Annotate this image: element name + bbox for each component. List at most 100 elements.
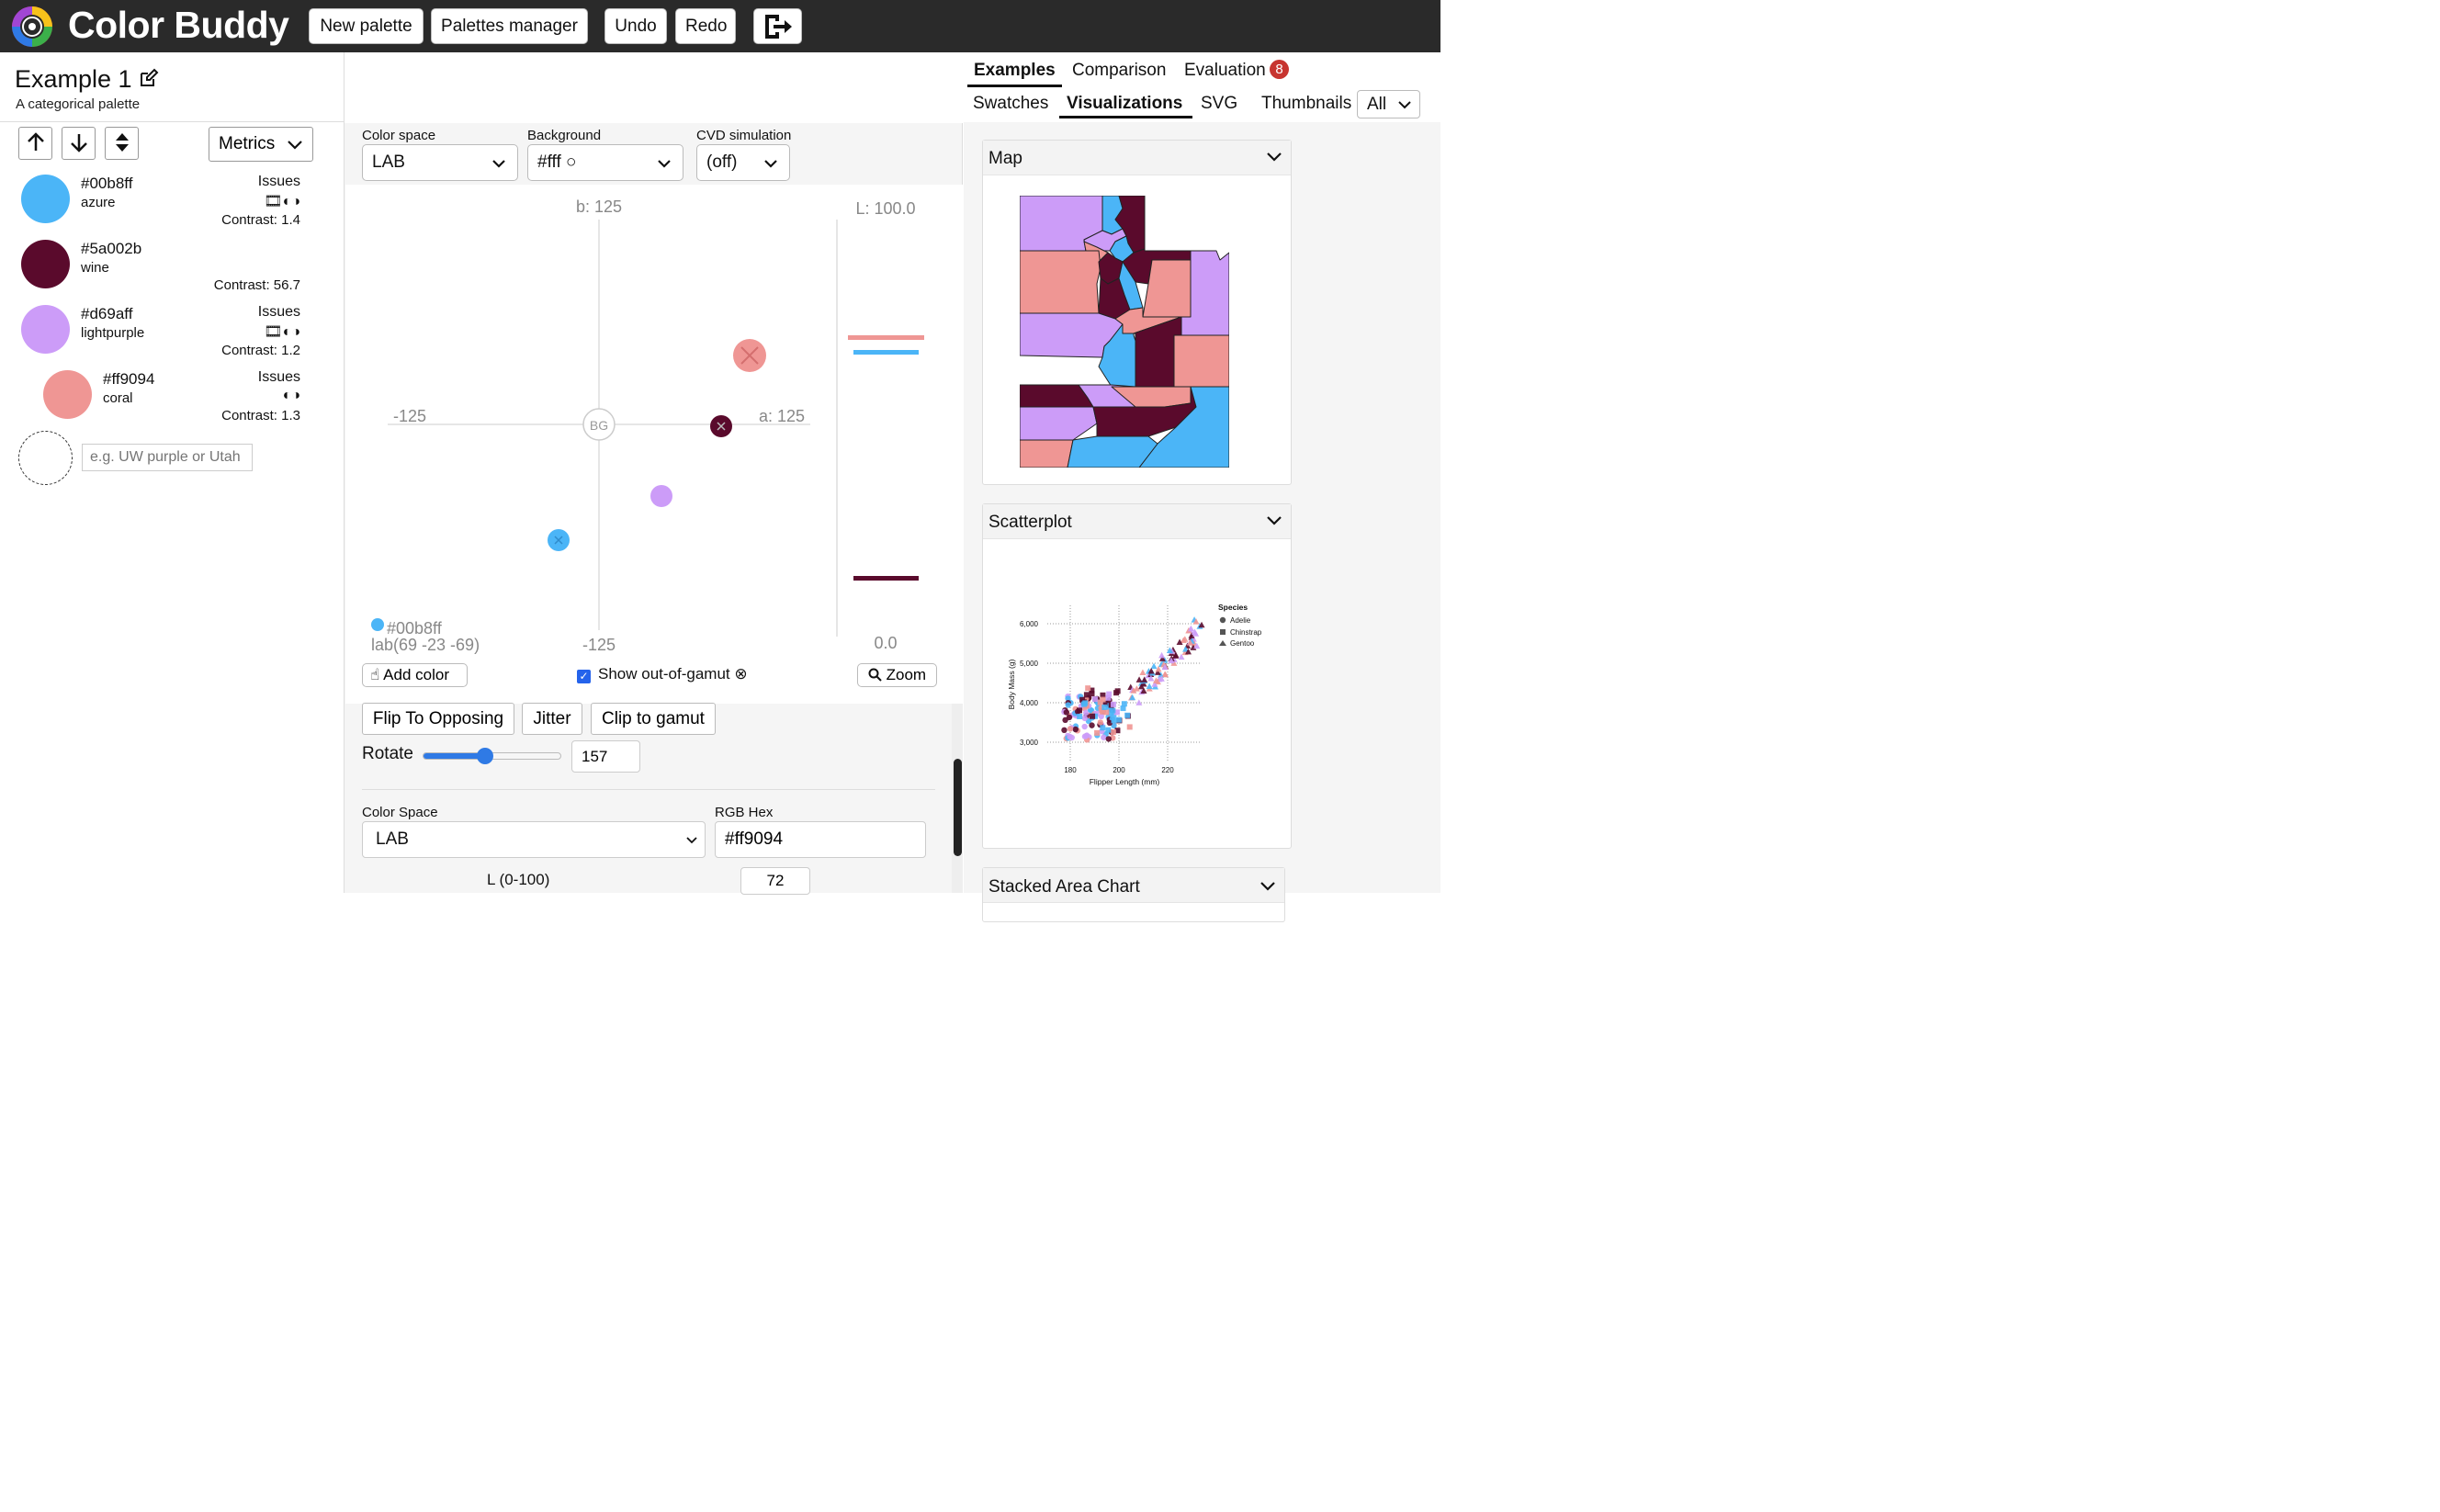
tab-examples[interactable]: Examples — [974, 61, 1056, 80]
color-space-plot[interactable]: b: 125 -125 -125 a: 125 BG L: 100.0 0.0 … — [345, 185, 963, 704]
background-select[interactable]: #fff ○ — [527, 144, 683, 181]
rgb-hex-input[interactable] — [715, 821, 926, 858]
move-up-button[interactable] — [18, 127, 52, 160]
issues-label[interactable]: Issues — [257, 174, 300, 189]
card-header[interactable]: Map — [983, 141, 1291, 175]
flip-to-opposing-button[interactable]: Flip To Opposing — [362, 703, 514, 735]
chevron-down-icon — [288, 141, 302, 150]
issue-icons[interactable]: 🎞◐◑ — [264, 194, 300, 209]
lab-plot-svg[interactable]: b: 125 -125 -125 a: 125 BG L: 100.0 0.0 … — [345, 185, 963, 704]
scatter-point — [1181, 636, 1189, 642]
new-palette-button[interactable]: New palette — [309, 8, 424, 44]
scatter-point — [1191, 628, 1198, 635]
scatter-point — [1110, 729, 1116, 736]
point-lightpurple[interactable] — [650, 485, 672, 507]
subtab-visualizations[interactable]: Visualizations — [1067, 94, 1183, 113]
scatter-point — [1100, 708, 1106, 715]
undo-button[interactable]: Undo — [604, 8, 667, 44]
scatter-point — [1113, 709, 1120, 716]
subtab-swatches[interactable]: Swatches — [973, 94, 1049, 113]
scatter-point — [1137, 683, 1145, 690]
swatch-circle[interactable] — [21, 240, 70, 288]
jitter-button[interactable]: Jitter — [522, 703, 582, 735]
legend-marker-triangle — [1219, 640, 1226, 646]
swatch-row-azure[interactable]: #00b8ff azure Issues 🎞◐◑ Contrast: 1.4 — [0, 169, 345, 233]
swatch-row-lightpurple[interactable]: #d69aff lightpurple Issues 🎞◐◑ Contrast:… — [0, 299, 345, 364]
redo-button[interactable]: Redo — [675, 8, 736, 44]
scatter-point — [1063, 709, 1070, 716]
clip-to-gamut-button[interactable]: Clip to gamut — [591, 703, 716, 735]
swatch-circle[interactable] — [43, 370, 92, 419]
palettes-manager-button[interactable]: Palettes manager — [431, 8, 588, 44]
issues-label[interactable]: Issues — [257, 369, 300, 385]
y-axis-label: Body Mass (g) — [1007, 659, 1016, 709]
scatter-point — [1188, 632, 1195, 638]
scatter-point — [1089, 691, 1095, 697]
l-bar-azure[interactable] — [853, 350, 919, 355]
scatter-point — [1081, 715, 1089, 722]
export-button[interactable] — [753, 8, 802, 44]
l-bar-wine[interactable] — [853, 576, 919, 581]
slider-thumb[interactable] — [477, 748, 493, 764]
metrics-dropdown[interactable]: Metrics — [209, 127, 313, 162]
cvd-simulation-select[interactable]: (off) — [696, 144, 790, 181]
chevron-down-icon — [1398, 101, 1411, 109]
point-azure[interactable] — [548, 529, 570, 551]
chevron-down-icon[interactable] — [1259, 877, 1277, 896]
card-title: Map — [988, 149, 1022, 168]
background-point[interactable] — [582, 408, 616, 441]
slider-fill — [424, 753, 486, 759]
color-space-select[interactable]: LAB — [362, 821, 706, 858]
arrow-down-icon — [70, 133, 87, 152]
rotate-slider[interactable] — [423, 748, 561, 764]
swatch-circle[interactable] — [21, 175, 70, 223]
add-color-input[interactable] — [82, 444, 253, 471]
swatch-row-coral[interactable]: #ff9094 coral Issues ◐◑ Contrast: 1.3 — [0, 365, 345, 429]
sort-button[interactable] — [105, 127, 139, 160]
scatter-point — [1097, 719, 1104, 726]
edit-icon[interactable] — [139, 68, 159, 88]
scatter-point — [1130, 687, 1137, 694]
subtab-thumbnails[interactable]: Thumbnails — [1261, 94, 1352, 113]
rotate-input[interactable] — [571, 740, 640, 773]
visualization-filter-select[interactable]: All — [1357, 90, 1420, 118]
l-channel-label: L (0-100) — [487, 871, 550, 888]
scatter-point — [1111, 717, 1117, 724]
swatch-row-wine[interactable]: #5a002b wine Contrast: 56.7 — [0, 234, 345, 299]
subtab-svg[interactable]: SVG — [1201, 94, 1238, 113]
scatter-point — [1082, 700, 1089, 706]
scatter-point — [1185, 648, 1192, 655]
scatter-point — [1072, 726, 1079, 733]
move-down-button[interactable] — [62, 127, 96, 160]
swatch-circle[interactable] — [21, 305, 70, 354]
scatterplot-card: Scatterplot 6,000 5,000 4,000 3,000 180 … — [982, 503, 1292, 849]
l-channel-input[interactable] — [740, 867, 810, 895]
issue-icons[interactable]: 🎞◐◑ — [264, 324, 300, 340]
tab-comparison[interactable]: Comparison — [1072, 61, 1167, 80]
point-wine[interactable] — [710, 415, 732, 437]
scatter-point — [1192, 618, 1200, 625]
color-space-select[interactable]: LAB — [362, 144, 518, 181]
scatter-point — [1133, 685, 1140, 692]
card-header[interactable]: Scatterplot — [983, 504, 1291, 539]
chevron-down-icon[interactable] — [1265, 512, 1283, 530]
add-color-circle[interactable] — [18, 431, 73, 485]
scatter-point — [1140, 687, 1147, 694]
issue-icons[interactable]: ◐◑ — [282, 388, 300, 403]
swatch-hex: #ff9094 — [103, 370, 155, 388]
cvd-simulation-label: CVD simulation — [696, 128, 792, 143]
chevron-down-icon[interactable] — [1265, 148, 1283, 166]
palette-name[interactable]: Example 1 — [15, 65, 159, 94]
card-header[interactable]: Stacked Area Chart — [983, 868, 1284, 903]
checkbox-checked-icon[interactable]: ✓ — [577, 670, 591, 683]
rgb-hex-label: RGB Hex — [715, 805, 774, 820]
l-bar-coral[interactable] — [848, 335, 924, 340]
scrollbar-thumb[interactable] — [954, 759, 962, 856]
add-color-button[interactable]: ☝ Add color — [362, 663, 468, 687]
tab-evaluation[interactable]: Evaluation — [1184, 61, 1266, 80]
issues-label[interactable]: Issues — [257, 304, 300, 320]
zoom-button[interactable]: Zoom — [857, 663, 937, 687]
show-out-of-gamut-toggle[interactable]: ✓ Show out-of-gamut ⊗ — [577, 665, 748, 683]
l-bottom-label: 0.0 — [874, 634, 897, 652]
point-coral[interactable] — [733, 339, 766, 372]
